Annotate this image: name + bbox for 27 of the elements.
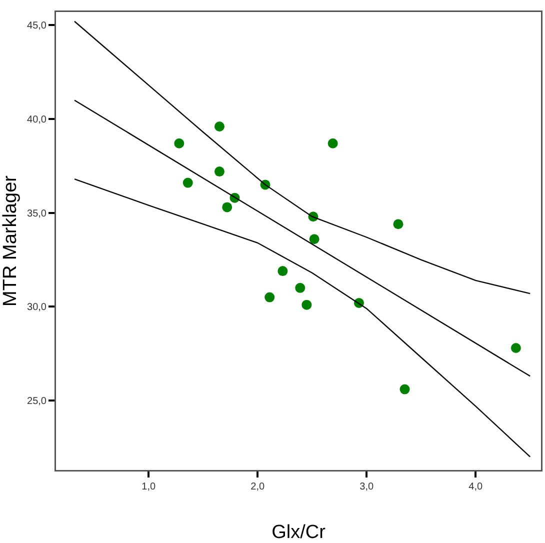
- point: [393, 219, 404, 230]
- point: [214, 122, 224, 132]
- point: [182, 178, 193, 188]
- y-tick-label: 40,0: [27, 114, 47, 126]
- point: [264, 292, 275, 302]
- point: [278, 266, 288, 276]
- line-series: [74, 178, 531, 458]
- y-axis-title: MTR Marklager: [0, 174, 21, 306]
- x-tick-label: 3,0: [360, 482, 374, 492]
- point: [174, 138, 184, 148]
- point: [302, 300, 312, 310]
- line-series: [74, 20, 531, 294]
- y-tick-label: 45,0: [27, 20, 47, 32]
- y-tick-label: 25,0: [27, 396, 47, 408]
- point: [214, 166, 224, 177]
- point: [295, 282, 306, 293]
- y-tick-label: 35,0: [27, 208, 47, 220]
- point: [222, 202, 232, 212]
- point: [328, 138, 338, 148]
- x-axis-title: Glx/Cr: [272, 522, 326, 543]
- x-tick-label: 4,0: [468, 482, 483, 492]
- point: [510, 342, 521, 353]
- x-tick-label: 2,0: [250, 482, 266, 492]
- y-tick-label: 30,0: [27, 302, 47, 314]
- x-tick-label: 1,0: [142, 482, 156, 492]
- point: [400, 384, 410, 394]
- point: [309, 234, 320, 244]
